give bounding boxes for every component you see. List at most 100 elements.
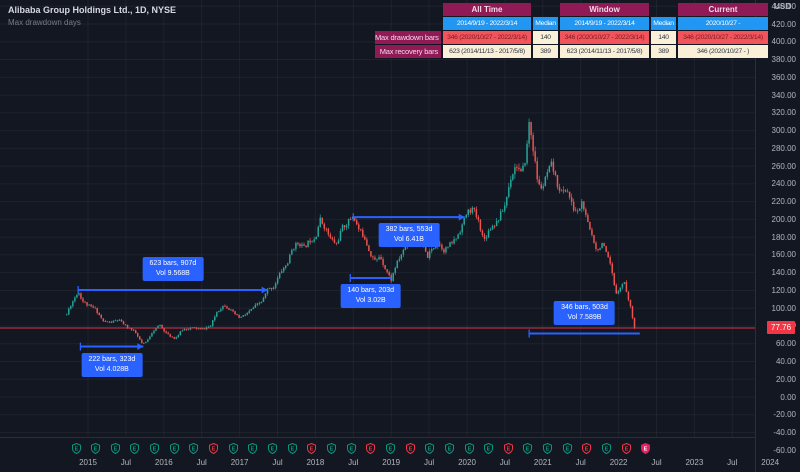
- candle-body: [611, 263, 613, 274]
- candle-body: [520, 169, 522, 172]
- earnings-icon[interactable]: E: [150, 441, 160, 459]
- earnings-icon[interactable]: E: [484, 441, 494, 459]
- table-value-cell: 623 (2014/11/13 - 2017/5/8): [560, 45, 649, 58]
- candle-body: [398, 258, 401, 261]
- price-axis-label: 280.00: [771, 143, 796, 153]
- candle-body: [118, 319, 121, 321]
- candle-body: [374, 257, 376, 260]
- candle-body: [278, 273, 281, 279]
- earnings-icon[interactable]: E: [209, 441, 219, 459]
- time-axis-label: 2024: [761, 458, 780, 467]
- candle-body: [384, 264, 386, 270]
- candle-body: [552, 161, 555, 172]
- candle-body: [457, 234, 459, 239]
- candle-body: [84, 301, 86, 303]
- earnings-icon[interactable]: E: [503, 441, 513, 459]
- earnings-icon[interactable]: E: [307, 441, 317, 459]
- measurement-label[interactable]: 140 bars, 203d Vol 3.02B: [340, 284, 402, 309]
- candle-body: [345, 225, 348, 228]
- candle-body: [96, 307, 98, 314]
- candle-body: [633, 317, 636, 328]
- earnings-icon[interactable]: E: [130, 441, 140, 459]
- candle-body: [76, 294, 78, 298]
- candle-body: [256, 303, 259, 305]
- measurement-bars-text: 382 bars, 553d: [385, 226, 433, 234]
- candle-body: [116, 320, 119, 322]
- earnings-icon[interactable]: E: [346, 441, 356, 459]
- earnings-icon[interactable]: E: [543, 441, 553, 459]
- earnings-icon[interactable]: E: [71, 441, 81, 459]
- candle-body: [349, 218, 352, 220]
- measurement-label[interactable]: 346 bars, 503d Vol 7.589B: [554, 300, 615, 325]
- earnings-icon[interactable]: E: [385, 441, 395, 459]
- earnings-icon[interactable]: E: [621, 441, 631, 459]
- candle-body: [262, 297, 265, 302]
- earnings-icon[interactable]: E: [582, 441, 592, 459]
- candle-body: [341, 225, 344, 231]
- candle-body: [90, 304, 92, 307]
- candle-body: [232, 309, 234, 312]
- symbol-title[interactable]: Alibaba Group Holdings Ltd., 1D, NYSE: [8, 5, 177, 15]
- candle-body: [151, 333, 153, 337]
- candle-body: [477, 216, 480, 220]
- candle-body: [558, 186, 561, 191]
- earnings-icon[interactable]: E: [425, 441, 435, 459]
- candle-body: [181, 330, 184, 332]
- candle-body: [366, 239, 368, 246]
- earnings-icon[interactable]: E: [228, 441, 238, 459]
- table-value-cell: 389: [651, 45, 676, 58]
- earnings-icon[interactable]: E: [366, 441, 376, 459]
- earnings-icon[interactable]: E: [464, 441, 474, 459]
- candle-body: [491, 225, 494, 230]
- earnings-icon[interactable]: E: [248, 441, 258, 459]
- candle-body: [426, 251, 429, 258]
- candle-body: [252, 307, 255, 310]
- measurement-label[interactable]: 623 bars, 907d Vol 9.568B: [142, 256, 204, 282]
- candle-body: [280, 271, 283, 274]
- earnings-icon[interactable]: E: [91, 441, 101, 459]
- earnings-icon[interactable]: E: [110, 441, 120, 459]
- time-axis[interactable]: 2015 Jul 2016 Jul 2017 Jul 2018 Jul 2019 Jul 2020 J…: [0, 438, 779, 472]
- earnings-icon[interactable]: E: [169, 441, 179, 459]
- candle-body: [126, 324, 129, 328]
- candle-body: [301, 244, 303, 247]
- candle-body: [266, 288, 269, 294]
- svg-text:E: E: [428, 446, 432, 452]
- candle-body: [396, 260, 399, 268]
- price-chart-canvas[interactable]: [0, 0, 755, 437]
- earnings-icon[interactable]: E: [189, 441, 199, 459]
- price-axis[interactable]: USD 77.76 440.00 420.00 400.00 380.00 360.00…: [756, 0, 800, 472]
- candle-body: [501, 210, 504, 212]
- earnings-icon[interactable]: E: [602, 441, 612, 459]
- table-row-label: Max recovery bars: [375, 45, 441, 58]
- earnings-shield-icon: E: [484, 442, 494, 455]
- earnings-icon[interactable]: E: [444, 441, 454, 459]
- candle-body: [508, 187, 510, 197]
- candle-body: [566, 191, 569, 193]
- candle-body: [609, 257, 611, 264]
- earnings-icon[interactable]: E: [641, 441, 651, 459]
- earnings-icon[interactable]: E: [268, 441, 277, 459]
- table-value-cell: 389: [533, 45, 558, 58]
- earnings-icon[interactable]: E: [523, 441, 533, 459]
- candle-body: [132, 329, 135, 331]
- time-axis-label: 2018: [306, 458, 325, 467]
- indicator-title[interactable]: Max drawdown days: [8, 18, 81, 27]
- svg-text:E: E: [506, 446, 510, 452]
- earnings-icon[interactable]: E: [326, 441, 336, 459]
- earnings-icon[interactable]: E: [562, 441, 572, 459]
- candle-body: [285, 265, 287, 268]
- candle-body: [163, 327, 165, 332]
- candle-body: [72, 301, 74, 307]
- earnings-icon[interactable]: E: [405, 441, 415, 459]
- candle-body: [550, 161, 553, 166]
- measurement-label[interactable]: 222 bars, 323d Vol 4.028B: [81, 352, 143, 377]
- measurement-label[interactable]: 382 bars, 553d Vol 6.41B: [378, 223, 440, 248]
- candle-body: [68, 308, 70, 315]
- candle-body: [173, 337, 175, 339]
- price-axis-label: 200.00: [771, 214, 796, 224]
- candle-body: [530, 122, 532, 136]
- time-axis-label: Jul: [727, 458, 738, 467]
- earnings-icon[interactable]: E: [287, 441, 297, 459]
- candle-body: [124, 324, 127, 326]
